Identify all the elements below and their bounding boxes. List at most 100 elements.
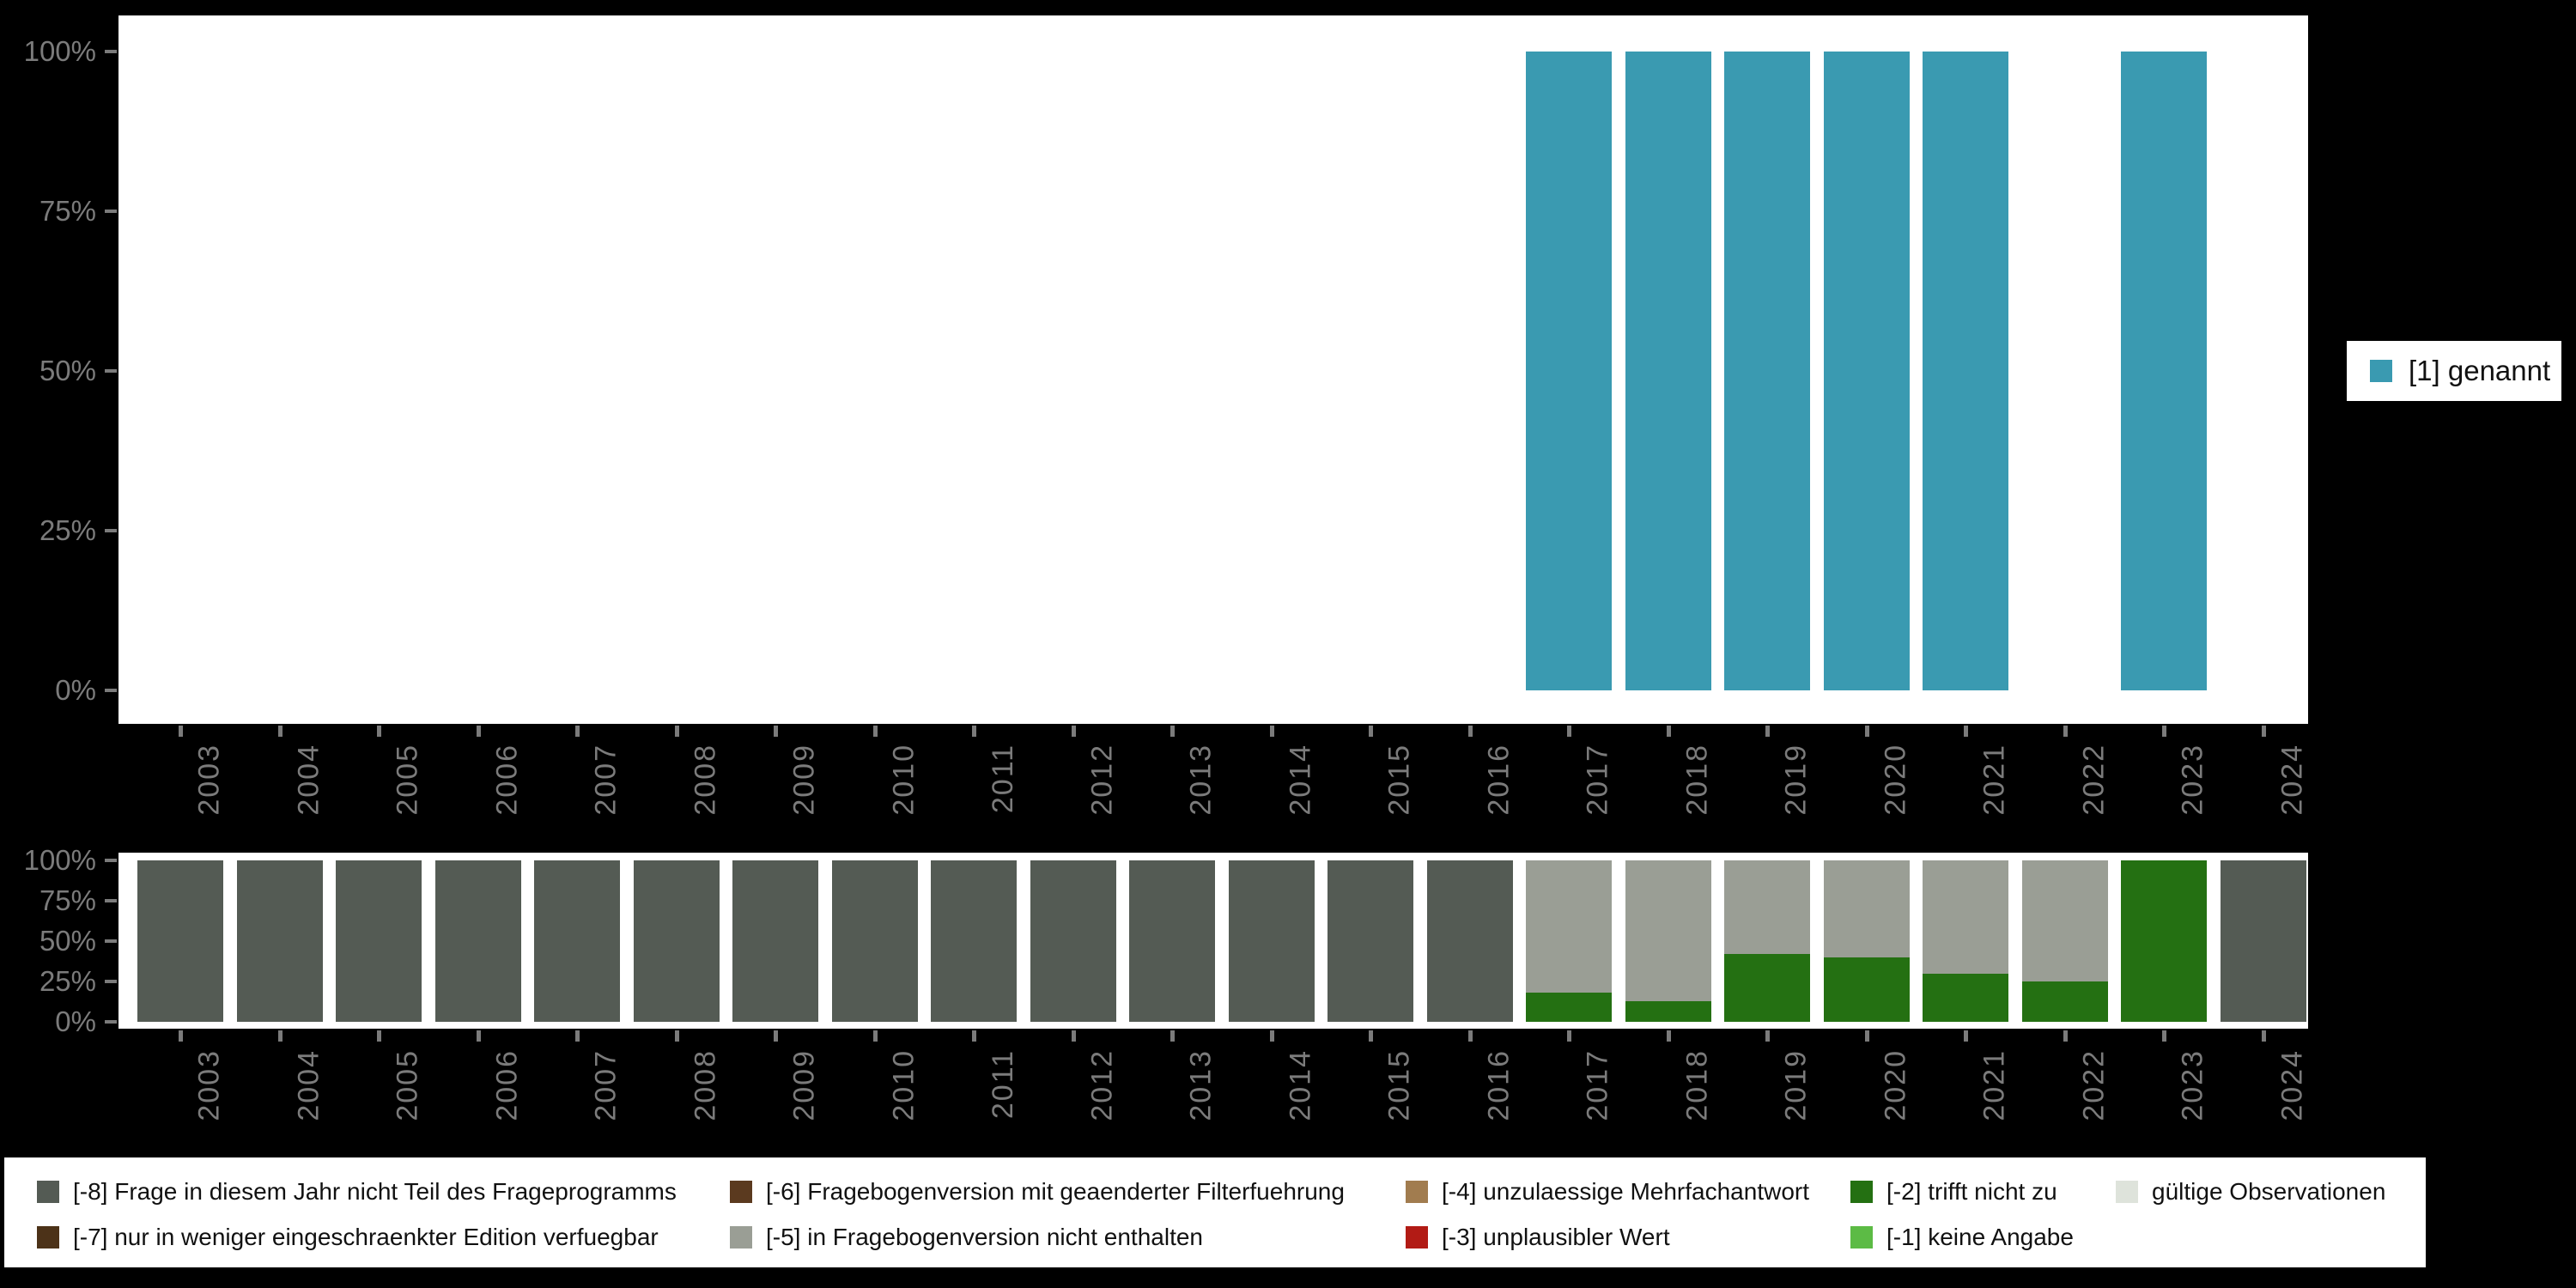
bar-segment (732, 860, 818, 1022)
x-tick (1567, 1030, 1571, 1042)
y-tick (105, 50, 117, 53)
x-tick (277, 726, 283, 737)
x-tick-label: 2024 (2275, 1049, 2309, 1121)
legend-swatch-icon (1406, 1226, 1428, 1249)
bar-segment (1129, 860, 1215, 1022)
x-tick-label: 2006 (490, 1049, 524, 1121)
x-tick-label: 2013 (1185, 1049, 1218, 1121)
x-tick (1269, 1030, 1274, 1042)
x-tick (872, 1030, 878, 1042)
x-tick-label: 2010 (887, 744, 920, 816)
bar-segment (1823, 957, 1910, 1022)
x-tick (1071, 1030, 1076, 1042)
x-tick-label: 2005 (392, 744, 424, 816)
x-tick-label: 2020 (1879, 744, 1912, 816)
legend-item-label: [-5] in Fragebogenversion nicht enthalte… (766, 1224, 1203, 1250)
y-tick (105, 529, 117, 532)
x-tick (277, 1030, 283, 1042)
y-tick-label: 75% (39, 195, 96, 227)
bar-segment (1625, 860, 1711, 1001)
bar-segment (1625, 1000, 1711, 1022)
x-tick-label: 2015 (1383, 1049, 1416, 1121)
bar-segment (831, 860, 918, 1022)
x-tick-label: 2004 (292, 1049, 325, 1121)
bar-segment (1526, 52, 1612, 690)
y-tick (105, 939, 117, 943)
bar-segment (534, 860, 620, 1022)
x-tick-label: 2020 (1879, 1049, 1912, 1121)
x-tick (1071, 726, 1076, 737)
x-tick (179, 726, 183, 737)
x-tick (575, 726, 580, 737)
legend-item-label: [-6] Fragebogenversion mit geaenderter F… (766, 1178, 1345, 1205)
x-tick-label: 2009 (788, 1049, 821, 1121)
bar-segment (2021, 860, 2108, 981)
x-tick (774, 726, 778, 737)
x-tick-label: 2018 (1680, 1049, 1714, 1121)
legend-bottom: [-8] Frage in diesem Jahr nicht Teil des… (4, 1157, 2426, 1267)
x-tick (1964, 726, 1968, 737)
y-tick (105, 859, 117, 862)
x-tick (1567, 726, 1571, 737)
x-tick-label: 2019 (1780, 744, 1813, 816)
genannt-swatch-icon (2370, 360, 2392, 382)
x-tick-label: 2016 (1482, 744, 1516, 816)
x-tick-label: 2003 (193, 1049, 226, 1121)
legend-item-label: [-8] Frage in diesem Jahr nicht Teil des… (73, 1178, 677, 1205)
bar-segment (2121, 52, 2207, 690)
bar-segment (137, 860, 223, 1022)
legend-swatch-icon (1850, 1181, 1873, 1203)
x-tick-label: 2013 (1185, 744, 1218, 816)
bar-segment (236, 860, 323, 1022)
bar-segment (1526, 993, 1612, 1022)
x-tick-label: 2010 (887, 1049, 920, 1121)
y-tick-label: 75% (39, 884, 96, 916)
x-tick-label: 2023 (2177, 744, 2209, 816)
bar-segment (1923, 860, 2008, 974)
legend-item-label: [-2] trifft nicht zu (1886, 1178, 2057, 1205)
x-tick (1170, 726, 1175, 737)
legend-swatch-icon (1850, 1226, 1873, 1249)
bar-segment (1030, 860, 1116, 1022)
x-tick-label: 2021 (1978, 1049, 2011, 1121)
x-tick-label: 2019 (1780, 1049, 1813, 1121)
x-tick-label: 2011 (987, 744, 1019, 814)
legend-item-label: gültige Observationen (2152, 1178, 2386, 1205)
legend-swatch-icon (37, 1226, 59, 1249)
bar-segment (1923, 973, 2008, 1022)
x-tick-label: 2018 (1680, 744, 1714, 816)
bar-segment (633, 860, 720, 1022)
x-tick-label: 2003 (193, 744, 226, 816)
x-tick-label: 2008 (689, 1049, 722, 1121)
y-tick-label: 50% (39, 925, 96, 957)
x-tick-label: 2015 (1383, 744, 1416, 816)
x-tick (476, 726, 481, 737)
bar-segment (1228, 860, 1315, 1022)
legend-swatch-icon (730, 1181, 752, 1203)
bar-segment (1526, 860, 1612, 993)
x-tick (2261, 726, 2266, 737)
x-tick-label: 2006 (490, 744, 524, 816)
x-tick-label: 2014 (1284, 744, 1317, 816)
bar-segment (2021, 981, 2108, 1022)
x-tick (1765, 1030, 1770, 1042)
x-tick (377, 726, 381, 737)
x-tick-label: 2016 (1482, 1049, 1516, 1121)
x-tick-label: 2022 (2077, 744, 2111, 816)
x-tick-label: 2007 (590, 1049, 623, 1121)
x-tick (476, 1030, 481, 1042)
y-tick-label: 0% (55, 674, 96, 706)
x-tick (179, 1030, 183, 1042)
x-tick (1269, 726, 1274, 737)
x-tick (1765, 726, 1770, 737)
legend-right-label: [1] genannt (2409, 355, 2551, 386)
bar-segment (1823, 52, 1910, 690)
bar-segment (2121, 860, 2207, 1022)
legend-item-label: [-4] unzulaessige Mehrfachantwort (1442, 1178, 1809, 1205)
x-tick (972, 726, 976, 737)
legend-item-label: [-1] keine Angabe (1886, 1224, 2074, 1250)
x-tick (377, 1030, 381, 1042)
bar-segment (1923, 52, 2008, 690)
legend-swatch-icon (730, 1226, 752, 1249)
